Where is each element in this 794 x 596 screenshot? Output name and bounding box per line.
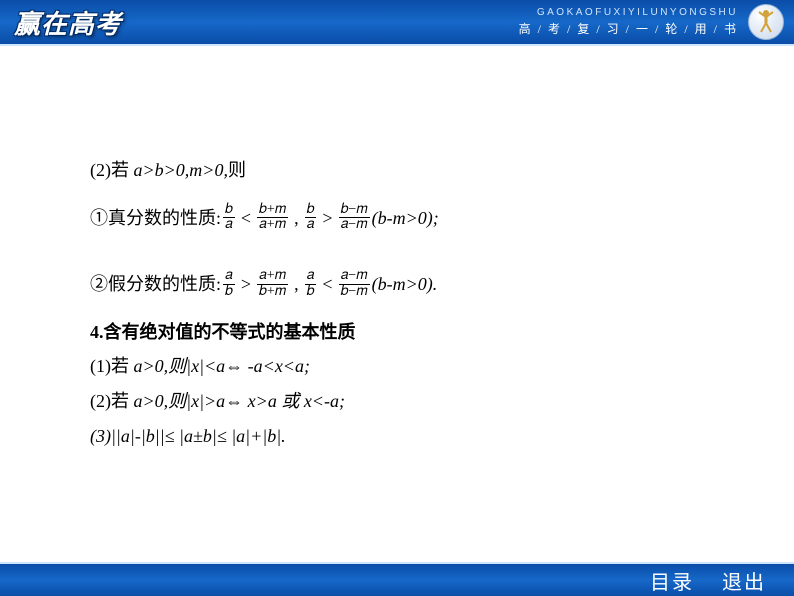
logo-text: 赢在高考	[14, 4, 122, 41]
lt-op: <	[237, 204, 255, 233]
section-title-text: .含有绝对值的不等式的基本性质	[99, 322, 356, 342]
premise-suffix: 则	[228, 160, 246, 180]
abs2-prefix: (2)若	[90, 391, 134, 411]
premise-cond: a>b>0,m>0,	[134, 160, 228, 180]
prop1-tail: (b-m>0);	[372, 204, 439, 233]
frac: 𝑎+𝑚𝑏+𝑚	[257, 269, 288, 299]
premise-line: (2)若 a>b>0,m>0,则	[90, 156, 704, 185]
abs-line-1: (1)若 a>0,则|x|<a⇔ -a<x<a;	[90, 352, 704, 381]
frac: 𝑎𝑏	[305, 269, 317, 299]
gt-op: >	[237, 270, 255, 299]
sep: ,	[290, 270, 303, 299]
sep: ,	[290, 204, 303, 233]
frac: 𝑏+𝑚𝑎+𝑚	[257, 203, 288, 233]
slide: 赢在高考 GAOKAOFUXIYILUNYONGSHU 高 / 考 / 复 / …	[0, 0, 794, 596]
prop2-label: ②假分数的性质:	[90, 270, 221, 299]
section-no: 4	[90, 322, 99, 342]
prop1-label: ①真分数的性质:	[90, 204, 221, 233]
abs-line-2: (2)若 a>0,则|x|>a⇔ x>a 或 x<-a;	[90, 387, 704, 416]
header-pinyin: GAOKAOFUXIYILUNYONGSHU	[519, 7, 738, 18]
spacer	[90, 251, 704, 269]
gt-op: >	[318, 204, 336, 233]
prop2-tail: (b-m>0).	[372, 270, 438, 299]
exit-button[interactable]: 退出	[722, 566, 766, 595]
toc-button[interactable]: 目录	[650, 566, 694, 595]
frac: 𝑏𝑎	[305, 203, 317, 233]
frac: 𝑏𝑎	[223, 203, 235, 233]
medal-icon	[748, 4, 784, 40]
frac: 𝑏−𝑚𝑎−𝑚	[339, 203, 370, 233]
abs-line-3: (3)||a|-|b||≤ |a±b|≤ |a|+|b|.	[90, 422, 704, 451]
header-bar: 赢在高考 GAOKAOFUXIYILUNYONGSHU 高 / 考 / 复 / …	[0, 0, 794, 46]
lt-op: <	[318, 270, 336, 299]
property-1: ①真分数的性质: 𝑏𝑎 < 𝑏+𝑚𝑎+𝑚 , 𝑏𝑎 > 𝑏−𝑚𝑎−𝑚 (b-m>…	[90, 203, 439, 233]
abs-value-section: 4.含有绝对值的不等式的基本性质 (1)若 a>0,则|x|<a⇔ -a<x<a…	[90, 318, 704, 451]
frac: 𝑎−𝑚𝑏−𝑚	[339, 269, 370, 299]
header-subtitle: 高 / 考 / 复 / 习 / 一 / 轮 / 用 / 书	[519, 20, 738, 37]
frac: 𝑎𝑏	[223, 269, 235, 299]
abs2-body: a>0,则|x|>a⇔ x>a 或 x<-a;	[134, 391, 345, 411]
content-area: (2)若 a>b>0,m>0,则 ①真分数的性质: 𝑏𝑎 < 𝑏+𝑚𝑎+𝑚 , …	[0, 46, 794, 562]
property-2: ②假分数的性质: 𝑎𝑏 > 𝑎+𝑚𝑏+𝑚 , 𝑎𝑏 < 𝑎−𝑚𝑏−𝑚 (b-m>…	[90, 269, 437, 299]
header-right: GAOKAOFUXIYILUNYONGSHU 高 / 考 / 复 / 习 / 一…	[519, 4, 784, 40]
abs1-body: a>0,则|x|<a⇔ -a<x<a;	[134, 356, 310, 376]
abs1-prefix: (1)若	[90, 356, 134, 376]
section-title: 4.含有绝对值的不等式的基本性质	[90, 318, 704, 347]
footer-bar: 目录 退出	[0, 562, 794, 596]
header-text-block: GAOKAOFUXIYILUNYONGSHU 高 / 考 / 复 / 习 / 一…	[519, 7, 738, 37]
abs3-body: (3)||a|-|b||≤ |a±b|≤ |a|+|b|.	[90, 426, 286, 446]
trophy-figure-icon	[756, 8, 776, 34]
premise-prefix: (2)若	[90, 160, 134, 180]
